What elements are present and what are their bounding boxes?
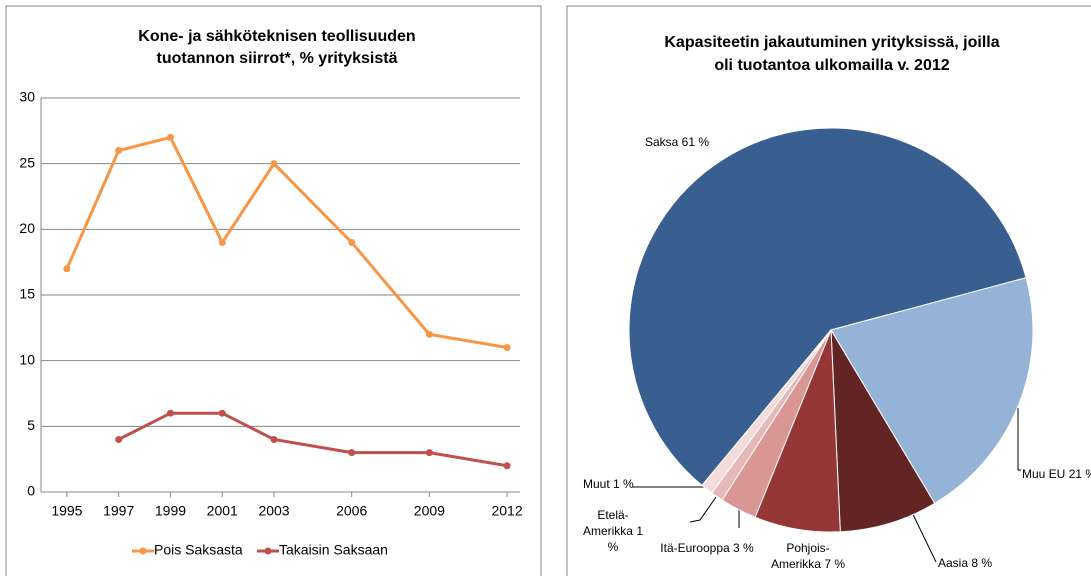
slice-name: Muut (583, 477, 610, 491)
slice-name: Pohjois-Amerikka (770, 541, 830, 571)
point (218, 238, 226, 246)
slice-name: Saksa (644, 135, 679, 149)
point (166, 133, 174, 141)
y-tick-label: 25 (19, 154, 35, 170)
point (425, 330, 433, 338)
point (348, 238, 356, 246)
point (503, 462, 511, 470)
point (115, 435, 123, 443)
x-tick-label: 2006 (336, 503, 367, 519)
y-tick-label: 10 (19, 351, 35, 367)
slice-value: 7 % (824, 557, 846, 571)
y-tick-label: 20 (19, 220, 35, 236)
x-tick-label: 2012 (491, 503, 522, 519)
legend-marker (264, 547, 272, 555)
y-tick-label: 0 (27, 483, 35, 499)
slice-value: 61 % (681, 135, 710, 149)
pie-slice (701, 329, 832, 494)
point (63, 265, 71, 273)
x-tick-label: 1999 (155, 503, 186, 519)
point (166, 409, 174, 417)
pie-title: oli tuotantoa ulkomailla v. 2012 (714, 57, 949, 74)
pie-slice (830, 329, 936, 533)
slice-label: Muut 1 % (583, 476, 643, 492)
slice-label: Etelä-Amerikka 1 % (582, 507, 644, 555)
left-panel (5, 5, 542, 576)
line-title: Kone- ja sähköteknisen teollisuuden (138, 28, 415, 45)
point (425, 449, 433, 457)
slice-name: Etelä-Amerikka (582, 508, 633, 538)
y-tick-label: 30 (19, 89, 35, 105)
slice-name: Itä-Eurooppa (660, 541, 730, 555)
point (503, 344, 511, 352)
point (348, 449, 356, 457)
x-tick-label: 1995 (51, 503, 82, 519)
x-tick-label: 2003 (258, 503, 289, 519)
leader-line (1017, 408, 1021, 471)
x-tick-label: 2001 (207, 503, 238, 519)
slice-value: 3 % (733, 541, 754, 555)
x-tick-label: 1997 (103, 503, 134, 519)
pie-slice (628, 127, 1027, 487)
point (115, 147, 123, 155)
slice-label: Pohjois-Amerikka 7 % (763, 540, 853, 572)
slice-value: 1 % (607, 524, 644, 554)
point (218, 409, 226, 417)
point (270, 160, 278, 168)
legend-label: Pois Saksasta (154, 542, 243, 558)
slice-label: Saksa 61 % (622, 134, 732, 150)
slice-label: Aasia 8 % (938, 555, 1018, 571)
slice-label: Muu EU 21 % (1022, 466, 1091, 482)
pie-title: Kapasiteetin jakautuminen yrityksissä, j… (664, 34, 999, 51)
x-tick-label: 2009 (414, 503, 445, 519)
y-tick-label: 15 (19, 286, 35, 302)
y-tick-label: 5 (27, 417, 35, 433)
point (270, 435, 278, 443)
line-title: tuotannon siirrot*, % yrityksistä (157, 50, 398, 67)
slice-name: Aasia (938, 556, 969, 570)
pie-slice (830, 277, 1034, 505)
legend-label: Takaisin Saksaan (279, 542, 388, 558)
slice-name: Muu EU (1022, 467, 1066, 481)
series-line (65, 135, 508, 350)
leader-line (689, 496, 717, 523)
slice-value: 1 % (613, 477, 634, 491)
slice-value: 21 % (1068, 467, 1091, 481)
slice-value: 8 % (971, 556, 993, 570)
slice-label: Itä-Eurooppa 3 % (652, 540, 762, 556)
legend-marker (139, 547, 147, 555)
